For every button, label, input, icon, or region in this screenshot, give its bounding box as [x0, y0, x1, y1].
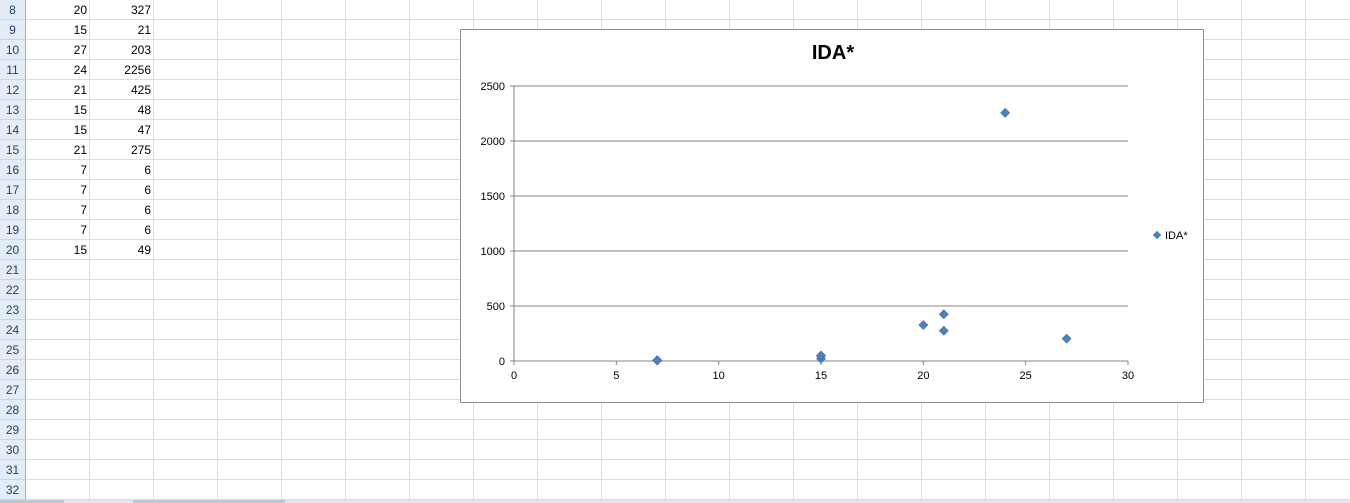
row-header[interactable]: 31: [0, 460, 26, 480]
cell-col-b[interactable]: 6: [144, 203, 151, 217]
diamond-marker-icon: [1152, 230, 1162, 240]
column-gridline: [281, 0, 282, 500]
x-tick-label: 15: [815, 370, 827, 382]
cell-col-b[interactable]: 49: [137, 243, 151, 257]
cell-col-a[interactable]: 7: [80, 203, 87, 217]
data-point: [652, 355, 663, 366]
row-gridline: [26, 439, 1350, 440]
column-gridline: [89, 0, 90, 500]
x-tick-label: 10: [713, 370, 725, 382]
chart-legend: IDA*: [1152, 230, 1188, 242]
cell-col-b[interactable]: 6: [144, 223, 151, 237]
y-tick-label: 1000: [481, 246, 505, 258]
y-tick-label: 0: [499, 356, 505, 368]
row-header[interactable]: 26: [0, 360, 26, 380]
row-header[interactable]: 17: [0, 180, 26, 200]
x-tick-label: 0: [511, 370, 517, 382]
horizontal-scrollbar-strip[interactable]: [0, 500, 1350, 503]
data-point: [816, 350, 826, 361]
cell-col-a[interactable]: 7: [80, 223, 87, 237]
cell-col-a[interactable]: 15: [73, 23, 87, 37]
cell-col-a[interactable]: 15: [73, 243, 87, 257]
data-point: [938, 309, 949, 320]
plot-area: 0 500 1000 1500 2000 2500 0 5 10 15 20 25 30: [481, 81, 1135, 382]
cell-col-b[interactable]: 48: [137, 103, 151, 117]
row-header[interactable]: 22: [0, 280, 26, 300]
cell-col-b[interactable]: 2256: [124, 63, 151, 77]
y-tick-label: 500: [487, 301, 505, 313]
row-header[interactable]: 13: [0, 100, 26, 120]
data-point: [1061, 333, 1072, 344]
row-header[interactable]: 28: [0, 400, 26, 420]
cell-col-a[interactable]: 15: [73, 123, 87, 137]
row-header[interactable]: 18: [0, 200, 26, 220]
cell-col-a[interactable]: 21: [73, 83, 87, 97]
legend-label: IDA*: [1165, 230, 1188, 242]
cell-col-b[interactable]: 6: [144, 163, 151, 177]
column-gridline: [1241, 0, 1242, 500]
row-gridline: [26, 19, 1350, 20]
chart-title: IDA*: [811, 42, 855, 64]
row-header[interactable]: 25: [0, 340, 26, 360]
data-point: [938, 325, 949, 336]
row-header[interactable]: 24: [0, 320, 26, 340]
row-header[interactable]: 19: [0, 220, 26, 240]
row-header[interactable]: 8: [0, 0, 26, 20]
row-header[interactable]: 23: [0, 300, 26, 320]
y-tick-label: 2000: [481, 136, 505, 148]
cell-col-a[interactable]: 24: [73, 63, 87, 77]
cell-col-b[interactable]: 275: [130, 143, 151, 157]
column-gridline: [1305, 0, 1306, 500]
row-header[interactable]: 11: [0, 60, 26, 80]
x-tick-label: 20: [917, 370, 929, 382]
y-tick-label: 2500: [481, 81, 505, 93]
x-tick-label: 25: [1020, 370, 1032, 382]
cell-col-b[interactable]: 47: [137, 123, 151, 137]
cell-col-b[interactable]: 21: [137, 23, 151, 37]
cell-col-a[interactable]: 27: [73, 43, 87, 57]
column-gridline: [345, 0, 346, 500]
x-tick-label: 30: [1122, 370, 1134, 382]
x-tick-label: 5: [613, 370, 619, 382]
cell-col-b[interactable]: 425: [130, 83, 151, 97]
row-header[interactable]: 10: [0, 40, 26, 60]
row-header[interactable]: 16: [0, 160, 26, 180]
cell-col-a[interactable]: 7: [80, 163, 87, 177]
row-header[interactable]: 21: [0, 260, 26, 280]
row-gridline: [26, 479, 1350, 480]
scrollbar-thumb[interactable]: [133, 500, 285, 503]
cell-col-a[interactable]: 7: [80, 183, 87, 197]
column-gridline: [153, 0, 154, 500]
row-header[interactable]: 15: [0, 140, 26, 160]
row-header[interactable]: 30: [0, 440, 26, 460]
row-header[interactable]: 29: [0, 420, 26, 440]
cell-col-b[interactable]: 327: [130, 3, 151, 17]
cell-col-b[interactable]: 203: [130, 43, 151, 57]
row-header[interactable]: 20: [0, 240, 26, 260]
row-header[interactable]: 12: [0, 80, 26, 100]
cell-col-a[interactable]: 15: [73, 103, 87, 117]
column-gridline: [217, 0, 218, 500]
row-header[interactable]: 9: [0, 20, 26, 40]
row-gridline: [26, 419, 1350, 420]
scatter-chart[interactable]: IDA* 0 500 1000 1500 2000 2500 0 5 10 15 20 25 30 ID…: [460, 29, 1204, 403]
column-gridline: [409, 0, 410, 500]
row-header[interactable]: 32: [0, 480, 26, 500]
sheet-tab-edge[interactable]: [0, 500, 64, 503]
data-point: [1000, 107, 1011, 118]
row-header[interactable]: 14: [0, 120, 26, 140]
row-gridline: [26, 499, 1350, 500]
cell-col-a[interactable]: 21: [73, 143, 87, 157]
data-point: [918, 320, 929, 330]
cell-col-a[interactable]: 20: [73, 3, 87, 17]
y-tick-label: 1500: [481, 191, 505, 203]
row-header[interactable]: 27: [0, 380, 26, 400]
row-gridline: [26, 459, 1350, 460]
cell-col-b[interactable]: 6: [144, 183, 151, 197]
